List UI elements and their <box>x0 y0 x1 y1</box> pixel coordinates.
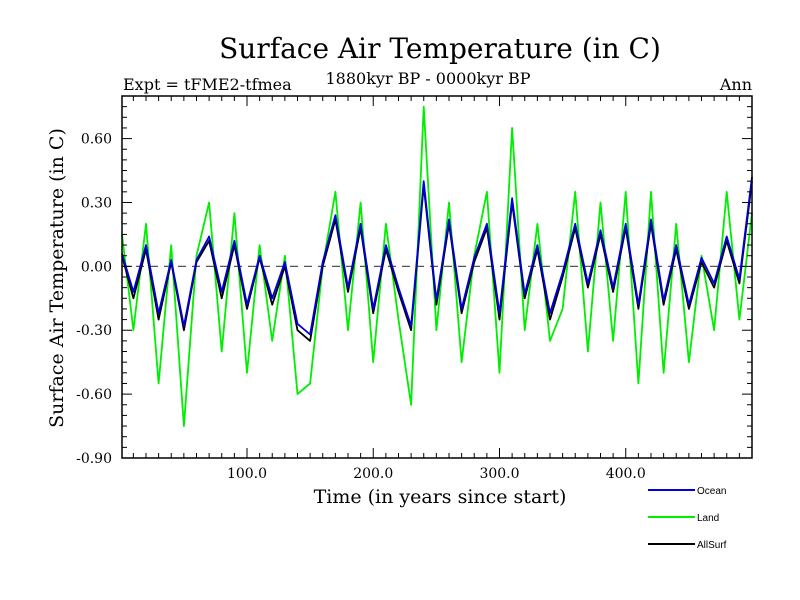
legend-label-ocean: Ocean <box>697 486 726 497</box>
y-axis-label: Surface Air Temperature (in C) <box>46 128 68 428</box>
x-tick-label: 400.0 <box>606 466 646 482</box>
legend-label-allsurf: AllSurf <box>697 540 727 551</box>
x-tick-label: 200.0 <box>353 466 393 482</box>
x-tick-label: 300.0 <box>479 466 519 482</box>
x-axis-label: Time (in years since start) <box>314 486 567 508</box>
series-line-ocean <box>121 176 753 336</box>
y-tick-label: -0.30 <box>76 323 112 339</box>
y-tick-label: 0.60 <box>81 132 112 148</box>
y-tick-label: -0.60 <box>76 387 112 403</box>
x-tick-label: 100.0 <box>227 466 267 482</box>
legend: Ocean Land AllSurf <box>648 486 727 551</box>
legend-label-land: Land <box>697 513 719 524</box>
x-axis-ticks: 100.0 200.0 300.0 400.0 <box>132 96 740 482</box>
y-tick-label: 0.30 <box>81 195 112 211</box>
time-range-label: 1880kyr BP - 0000kyr BP <box>326 69 531 88</box>
plot-area: 100.0 200.0 300.0 400.0 -0.90 -0.60 -0.30 0.00… <box>76 95 753 482</box>
experiment-label: Expt = tFME2-tfmea <box>123 75 292 94</box>
series-lines <box>121 105 753 428</box>
chart-title: Surface Air Temperature (in C) <box>219 32 661 65</box>
y-axis-ticks: -0.90 -0.60 -0.30 0.00 0.30 0.60 <box>76 95 752 467</box>
y-tick-label: -0.90 <box>76 451 112 467</box>
y-tick-label: 0.00 <box>81 259 112 275</box>
season-label: Ann <box>719 75 752 94</box>
